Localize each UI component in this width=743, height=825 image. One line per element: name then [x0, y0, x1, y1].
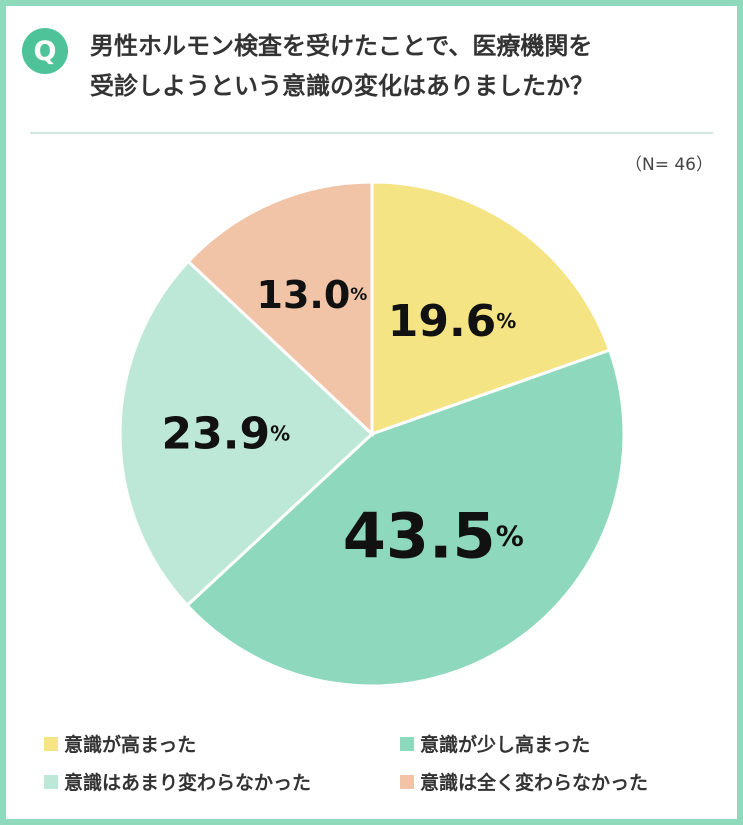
slice-value-1: 19.6	[388, 295, 497, 346]
sample-size-note: （N= 46）	[625, 155, 713, 175]
slice-value-2: 43.5	[343, 499, 496, 572]
slice-label-4: 13.0%	[257, 273, 368, 317]
title-divider	[30, 132, 713, 134]
pie-slice-4	[186, 180, 374, 438]
slice-value-3: 23.9	[162, 408, 271, 459]
slice-percent-sign-4: %	[350, 285, 367, 305]
slice-value-4: 13.0	[257, 273, 351, 317]
slice-percent-sign-3: %	[270, 422, 290, 446]
slice-label-1: 19.6%	[388, 295, 517, 346]
question-title: 男性ホルモン検査を受けたことで、医療機関を 受診しようという意識の変化はありまし…	[90, 26, 710, 106]
legend-swatch-1	[44, 736, 58, 751]
legend-label-3: 意識はあまり変わらなかった	[64, 772, 312, 794]
legend-label-2: 意識が少し高まった	[420, 734, 591, 756]
legend-item-2: 意識が少し高まった	[400, 730, 590, 757]
legend-label-1: 意識が高まった	[64, 734, 197, 756]
question-badge: Q	[22, 28, 68, 74]
pie-slice-2	[185, 348, 626, 688]
legend-item-4: 意識は全く変わらなかった	[400, 768, 648, 795]
question-line-2: 受診しようという意識の変化はありましたか？	[90, 72, 594, 100]
slice-label-3: 23.9%	[162, 408, 291, 459]
question-line-1: 男性ホルモン検査を受けたことで、医療機関を	[90, 32, 593, 60]
slice-label-2: 43.5%	[343, 499, 524, 572]
slice-percent-sign-1: %	[496, 309, 516, 333]
legend-swatch-2	[400, 736, 414, 751]
slice-percent-sign-2: %	[496, 519, 524, 552]
legend-item-3: 意識はあまり変わらなかった	[44, 768, 311, 795]
pie-slice-3	[118, 259, 375, 608]
legend-label-4: 意識は全く変わらなかった	[420, 772, 649, 794]
legend-item-1: 意識が高まった	[44, 730, 196, 757]
legend-swatch-3	[44, 774, 58, 789]
legend-swatch-4	[400, 774, 414, 789]
